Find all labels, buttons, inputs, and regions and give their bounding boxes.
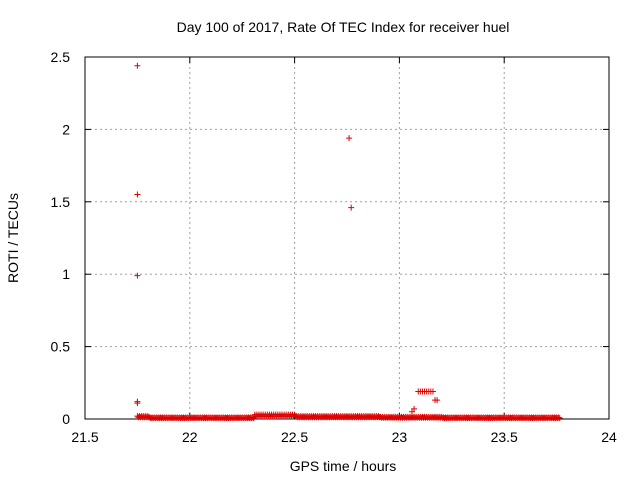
y-tick-label: 0.5: [51, 339, 71, 355]
x-tick-label: 24: [601, 429, 617, 445]
chart-title: Day 100 of 2017, Rate Of TEC Index for r…: [177, 19, 510, 35]
y-axis-label: ROTI / TECUs: [5, 193, 21, 283]
x-tick-label: 21.5: [71, 429, 98, 445]
outlier-point: [346, 135, 353, 142]
y-axis-ticks: 0 0.5 1 1.5 2 2.5: [51, 49, 609, 427]
y-tick-label: 1.5: [51, 194, 71, 210]
baseline-point: [555, 414, 562, 421]
x-tick-label: 22: [182, 429, 198, 445]
grid-lines: [85, 57, 609, 419]
outlier-point: [134, 400, 141, 407]
y-tick-label: 1: [62, 266, 70, 282]
outlier-point: [348, 204, 355, 211]
y-tick-label: 2.5: [51, 49, 71, 65]
outlier-point: [429, 388, 436, 395]
outlier-point: [134, 272, 141, 279]
outlier-point: [434, 397, 441, 404]
data-points: [134, 62, 563, 422]
outlier-point: [134, 191, 141, 198]
x-tick-label: 23.5: [491, 429, 518, 445]
outlier-point: [134, 62, 141, 69]
y-tick-label: 0: [62, 411, 70, 427]
y-tick-label: 2: [62, 121, 70, 137]
x-axis-ticks: 21.5 22 22.5 23 23.5 24: [71, 57, 617, 445]
x-tick-label: 22.5: [281, 429, 308, 445]
baseline-point: [556, 415, 563, 422]
outlier-point: [411, 405, 418, 412]
plot-frame: [84, 56, 610, 420]
x-axis-label: GPS time / hours: [290, 458, 397, 474]
x-tick-label: 23: [392, 429, 408, 445]
